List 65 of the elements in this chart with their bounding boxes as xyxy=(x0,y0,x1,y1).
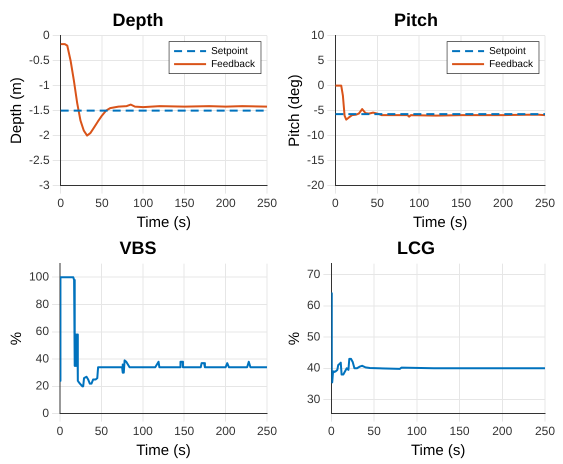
x-tick-label: 100 xyxy=(132,424,154,438)
y-axis-title: % xyxy=(286,332,304,346)
y-tick-label: 0 xyxy=(318,78,325,92)
x-tick-label: 250 xyxy=(534,424,556,438)
y-tick-label: -3 xyxy=(39,178,50,192)
x-tick-label: 50 xyxy=(370,196,384,210)
y-tick-label: 5 xyxy=(318,52,325,67)
x-axis-title: Time (s) xyxy=(410,442,466,460)
x-tick-label: 100 xyxy=(406,424,428,438)
x-tick-label: 200 xyxy=(216,196,236,210)
y-axis-title: % xyxy=(8,332,26,346)
y-tick-label: 50 xyxy=(306,329,321,344)
y-tick-label: -10 xyxy=(307,128,325,142)
y-tick-label: -1.5 xyxy=(28,102,50,117)
y-tick-label: -5 xyxy=(314,102,325,117)
x-tick-label: 200 xyxy=(493,196,514,210)
x-tick-label: 100 xyxy=(133,196,154,210)
x-axis-title: Time (s) xyxy=(136,214,192,232)
y-tick-label: 30 xyxy=(306,392,321,406)
x-tick-label: 50 xyxy=(94,424,108,438)
x-tick-label: 150 xyxy=(174,196,195,210)
y-tick-label: -2 xyxy=(39,128,50,142)
y-tick-label: -0.5 xyxy=(28,52,50,67)
y-tick-label: 40 xyxy=(36,351,50,366)
x-tick-label: 250 xyxy=(256,424,278,438)
y-axis-title: Pitch (deg) xyxy=(286,74,304,147)
chart-title: Pitch xyxy=(394,10,438,30)
y-tick-label: 0 xyxy=(42,28,50,42)
y-tick-label: 70 xyxy=(306,266,321,281)
y-tick-label: -15 xyxy=(307,152,325,167)
x-tick-label: 250 xyxy=(256,196,278,210)
x-tick-label: 0 xyxy=(57,196,64,210)
legend-label: Setpoint xyxy=(211,46,248,57)
x-axis-title: Time (s) xyxy=(136,442,191,460)
x-tick-label: 150 xyxy=(174,424,195,438)
y-tick-label: 10 xyxy=(310,28,325,42)
y-tick-label: 0 xyxy=(42,406,50,420)
x-tick-label: 200 xyxy=(492,424,513,438)
x-tick-label: 50 xyxy=(95,196,109,210)
legend-label: Feedback xyxy=(489,58,534,70)
legend-label: Feedback xyxy=(211,58,256,70)
x-tick-label: 50 xyxy=(367,424,382,438)
x-tick-label: 0 xyxy=(332,196,339,210)
x-axis-title: Time (s) xyxy=(412,214,468,232)
y-tick-label: 80 xyxy=(36,296,50,311)
x-tick-label: 0 xyxy=(56,424,64,438)
y-axis-title: Depth (m) xyxy=(8,77,26,144)
legend-label: Setpoint xyxy=(489,46,526,57)
y-tick-label: 60 xyxy=(306,298,321,312)
x-tick-label: 0 xyxy=(328,424,336,438)
y-tick-label: -2.5 xyxy=(28,152,50,167)
chart-title: LCG xyxy=(397,238,435,258)
y-tick-label: 20 xyxy=(36,378,50,393)
x-tick-label: 150 xyxy=(450,424,470,438)
x-tick-label: 100 xyxy=(409,196,430,210)
y-tick-label: 60 xyxy=(36,324,50,338)
y-tick-label: 100 xyxy=(28,270,50,284)
y-tick-label: 40 xyxy=(306,360,321,375)
y-tick-label: -1 xyxy=(39,78,50,92)
x-tick-label: 150 xyxy=(451,196,472,210)
y-tick-label: -20 xyxy=(307,178,325,192)
x-tick-label: 250 xyxy=(534,196,556,210)
chart-title: VBS xyxy=(119,238,157,258)
x-tick-label: 200 xyxy=(216,424,236,438)
chart-title: Depth xyxy=(112,10,164,30)
